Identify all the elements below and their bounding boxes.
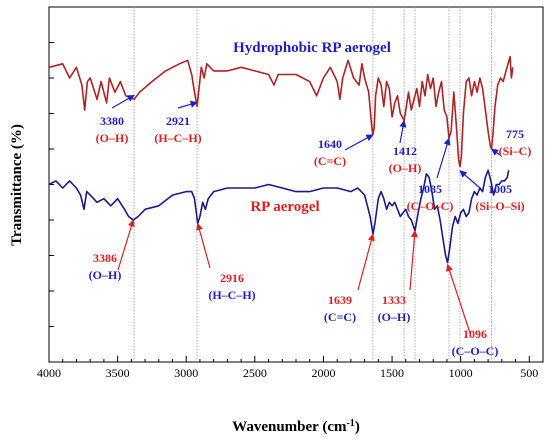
x-tick-label-500: 500: [520, 366, 538, 380]
annotation-arrow-0-3: [399, 119, 407, 144]
annotation-wavenumber-1-0: 3386: [93, 251, 117, 265]
series-title-rp: RP aerogel: [250, 199, 319, 215]
annotation-arrow-1-4: [446, 263, 471, 334]
annotation-group-1-1: (H–C–H): [208, 288, 255, 302]
annotation-group-0-6: (Si–C): [499, 144, 532, 158]
annotation-arrow-0-1: [177, 100, 198, 109]
annotation-wavenumber-0-4: 1085: [418, 182, 442, 196]
annotation-group-0-1: (H–C–H): [154, 131, 201, 145]
annotation-layer: 3380 (O–H) 2921 (H–C–H) 1640 (C=C) 1412 (O–H) 10…: [89, 94, 532, 358]
annotation-group-1-3: (O–H): [378, 310, 411, 324]
x-tick-label-1500: 1500: [380, 366, 404, 380]
annotation-wavenumber-1-4: 1096: [463, 327, 487, 341]
annotation-wavenumber-0-3: 1412: [393, 144, 417, 158]
x-axis-title-close: ): [355, 419, 360, 435]
x-axis-title: Wavenumber (cm-1): [232, 418, 360, 436]
annotation-arrow-0-4: [436, 137, 451, 179]
y-axis-ticks: [49, 42, 54, 327]
annotation-arrow-0-6: [490, 148, 501, 156]
x-tick-label-3000: 3000: [174, 366, 198, 380]
series-layer: [48, 55, 514, 264]
annotation-wavenumber-0-0: 3380: [100, 114, 124, 128]
annotation-group-0-3: (O–H): [389, 161, 422, 175]
annotation-group-1-2: (C=C): [324, 310, 356, 324]
x-tick-label-3500: 3500: [106, 366, 130, 380]
x-tick-label-2000: 2000: [311, 366, 335, 380]
annotation-wavenumber-0-6: 775: [506, 127, 524, 141]
annotation-wavenumber-1-2: 1639: [328, 293, 352, 307]
annotation-arrow-0-5: [459, 170, 481, 189]
x-axis-title-main: Wavenumber (cm: [232, 419, 347, 435]
annotation-group-0-5: (Si–O–Si): [475, 199, 524, 213]
annotation-group-1-0: (O–H): [89, 268, 122, 282]
y-axis-title: Transmittance (%): [9, 124, 25, 246]
series-line-0: [48, 55, 514, 168]
annotation-wavenumber-1-3: 1333: [382, 293, 406, 307]
annotation-wavenumber-0-5: 1005: [488, 182, 512, 196]
annotation-group-1-4: (C–O–C): [452, 344, 499, 358]
annotation-group-0-2: (C=C): [314, 154, 346, 168]
annotation-arrow-1-1: [196, 222, 211, 269]
series-title-hydrophobic: Hydrophobic RP aerogel: [233, 40, 391, 56]
series-line-1: [48, 169, 510, 264]
annotation-arrow-0-2: [344, 134, 374, 151]
annotation-group-0-4: (C–O–C): [407, 199, 454, 213]
annotation-wavenumber-0-1: 2921: [166, 114, 190, 128]
annotation-arrow-1-3: [409, 229, 419, 291]
annotation-wavenumber-1-1: 2916: [220, 271, 244, 285]
annotation-arrow-1-0: [117, 219, 135, 271]
x-tick-label-4000: 4000: [37, 366, 61, 380]
annotation-arrow-1-2: [357, 233, 375, 291]
plot-frame: [48, 6, 544, 363]
x-axis-ticks: 4000 3500 3000 2500 2000 1500 1000 500: [37, 356, 544, 380]
x-tick-label-1000: 1000: [449, 366, 473, 380]
annotation-group-0-0: (O–H): [96, 131, 129, 145]
x-axis-title-sup: -1: [346, 418, 354, 429]
x-tick-label-2500: 2500: [243, 366, 267, 380]
annotation-wavenumber-0-2: 1640: [318, 137, 342, 151]
annotation-arrow-0-0: [111, 94, 135, 109]
